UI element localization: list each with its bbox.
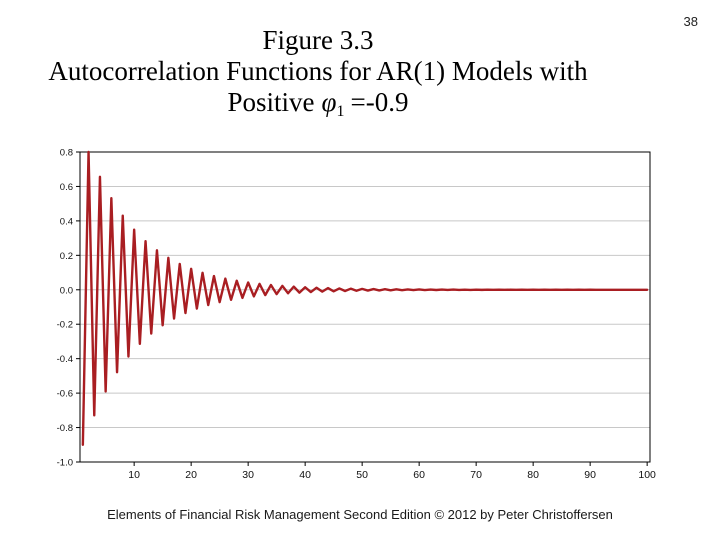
y-tick-label: -0.6 (57, 389, 73, 400)
phi-symbol: φ (321, 87, 337, 117)
title-line3-suffix: =-0.9 (350, 87, 409, 117)
phi-subscript: 1 (336, 103, 345, 120)
page-number: 38 (683, 14, 698, 29)
y-tick-label: 0.2 (60, 251, 73, 262)
y-tick-label: 0.0 (60, 285, 73, 296)
x-tick-label: 20 (185, 469, 197, 481)
x-tick-label: 10 (128, 469, 140, 481)
x-tick-label: 50 (356, 469, 368, 481)
x-tick-label: 100 (638, 469, 656, 481)
title-line-2: Autocorrelation Functions for AR(1) Mode… (48, 56, 588, 86)
title-line-1: Figure 3.3 (262, 25, 374, 55)
footer-credit: Elements of Financial Risk Management Se… (107, 507, 613, 522)
y-tick-label: -0.2 (57, 320, 73, 331)
title-line3-prefix: Positive (227, 87, 315, 117)
x-tick-label: 30 (242, 469, 254, 481)
y-tick-label: 0.8 (60, 148, 73, 159)
x-tick-label: 80 (527, 469, 539, 481)
plot-border (79, 151, 651, 463)
y-tick-label: -1.0 (57, 458, 73, 469)
y-tick-label: 0.6 (60, 182, 73, 193)
title-line-3: Positive φ1 =-0.9 (8, 87, 628, 127)
x-tick-label: 40 (299, 469, 311, 481)
acf-series-line (81, 150, 649, 446)
x-tick-label: 60 (413, 469, 425, 481)
y-tick-label: -0.4 (57, 354, 73, 365)
y-tick-label: -0.8 (57, 423, 73, 434)
x-tick-label: 70 (470, 469, 482, 481)
slide-title: Figure 3.3 Autocorrelation Functions for… (8, 25, 628, 127)
x-tick-label: 90 (584, 469, 596, 481)
y-tick-label: 0.4 (60, 216, 73, 227)
